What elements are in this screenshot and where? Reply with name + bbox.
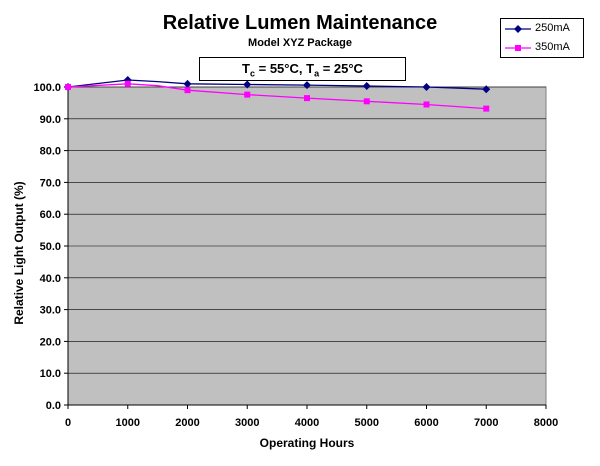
y-tick-label-10: 100.0 (33, 82, 61, 94)
marker-350ma-3 (244, 91, 251, 98)
marker-250ma-4 (303, 81, 311, 90)
x-tick-label-5: 5000 (355, 417, 379, 429)
y-tick-label-1: 10.0 (40, 368, 61, 380)
y-tick-label-9: 90.0 (40, 114, 61, 126)
y-tick-label-5: 50.0 (40, 241, 61, 253)
ta-subscript: a (314, 68, 320, 79)
y-tick-label-3: 30.0 (40, 305, 61, 317)
x-tick-label-2: 2000 (175, 417, 199, 429)
ta-symbol: T (306, 61, 315, 76)
y-axis-label: Relative Light Output (%) (12, 181, 26, 325)
test-conditions-box: Tc = 55°C, Ta = 25°C (199, 57, 406, 81)
marker-350ma-7 (483, 105, 490, 112)
legend-label-350ma: 350mA (535, 41, 570, 53)
y-tick-label-2: 20.0 (40, 336, 61, 348)
x-tick-label-1: 1000 (116, 417, 140, 429)
marker-250ma-7 (482, 85, 491, 94)
x-tick-label-3: 3000 (235, 417, 259, 429)
y-tick-label-6: 60.0 (40, 209, 61, 221)
y-tick-label-8: 80.0 (40, 146, 61, 158)
y-tick-label-0: 0.0 (46, 400, 61, 412)
legend-swatch-350ma (505, 45, 531, 51)
x-tick-label-7: 7000 (474, 417, 498, 429)
y-tick-label-4: 40.0 (40, 273, 61, 285)
marker-350ma-4 (304, 95, 310, 102)
chart-title: Relative Lumen Maintenance (162, 12, 438, 34)
x-tick-label-6: 6000 (414, 417, 438, 429)
marker-250ma-2 (183, 79, 192, 88)
x-tick-label-0: 0 (65, 417, 71, 429)
chart-subtitle: Model XYZ Package (248, 37, 352, 49)
marker-250ma-3 (243, 80, 252, 89)
chart-legend: 250mA 350mA (500, 18, 584, 58)
x-tick-label-4: 4000 (295, 417, 319, 429)
marker-350ma-5 (363, 98, 370, 105)
legend-swatch-250ma (505, 25, 531, 33)
ta-value: = 25°C (319, 61, 363, 76)
marker-350ma-2 (184, 87, 191, 94)
tc-subscript: c (250, 68, 256, 79)
x-tick-label-8: 8000 (534, 417, 558, 429)
y-tick-label-7: 70.0 (40, 177, 61, 189)
tc-value: = 55°C, (255, 61, 307, 76)
marker-350ma-6 (423, 101, 430, 108)
marker-250ma-6 (422, 83, 431, 91)
marker-250ma-5 (362, 82, 371, 91)
x-axis-label: Operating Hours (259, 436, 355, 450)
tc-symbol: T (242, 61, 250, 76)
legend-label-250ma: 250mA (535, 22, 570, 34)
marker-350ma-0 (65, 84, 71, 90)
legend-item-350ma: 350mA (501, 39, 585, 57)
marker-350ma-1 (124, 80, 131, 87)
legend-item-250ma: 250mA (501, 20, 585, 38)
